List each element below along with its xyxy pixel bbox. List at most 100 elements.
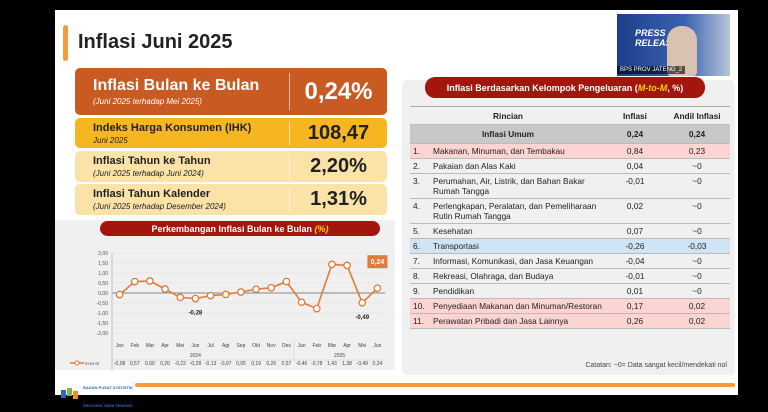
x-tick-label: Des: [282, 343, 291, 349]
webcam-caption: BPS PROV JATENG_2: [617, 66, 686, 74]
y-tick-label: 1,00: [98, 271, 108, 277]
row-number: 7.: [410, 253, 430, 269]
y-tick-label: -1,50: [97, 321, 109, 327]
data-point: [267, 283, 276, 292]
row-andil: 0,23: [664, 143, 730, 159]
row-andil: ~0: [664, 253, 730, 269]
annotation-box: [367, 255, 388, 269]
footer-line: [135, 383, 735, 387]
data-point: [206, 291, 215, 300]
chart-title-text: Perkembangan Inflasi Bulan ke Bulan: [151, 223, 313, 234]
table-title-tail: , %): [667, 82, 684, 93]
webcam-banner: PRESS RELEASE: [635, 28, 678, 48]
annotation-label: -0,49: [355, 315, 369, 321]
row-number: 10.: [410, 298, 430, 314]
data-point: [252, 285, 260, 294]
table-title: Inflasi Berdasarkan Kelompok Pengeluaran…: [425, 77, 705, 98]
data-point: [297, 298, 306, 307]
row-inflasi: -0,04: [606, 253, 664, 269]
row-andil: ~0: [664, 158, 730, 174]
year-label: 2025: [334, 353, 345, 359]
header-inflasi: Inflasi: [606, 106, 664, 125]
data-table-value: -0,28: [190, 361, 202, 367]
line-chart: 2,00 1,50 1,00 0,50 0,00 -0,50 -1,00 -1,50 -2,00…: [70, 251, 388, 370]
data-point: [373, 284, 382, 293]
card-title: Inflasi Tahun ke Tahun: [93, 155, 211, 167]
data-point: [176, 293, 185, 302]
data-table-value: 0,24: [373, 361, 383, 367]
card-text: Inflasi Bulan ke Bulan (Juni 2025 terhada…: [75, 77, 289, 106]
row-andil: -0,03: [664, 238, 730, 254]
y-tick-label: -0,50: [97, 301, 109, 307]
data-point: [161, 285, 169, 293]
card-text: Inflasi Tahun ke Tahun (Juni 2025 terhada…: [75, 155, 289, 178]
table-row: 10. Penyediaan Makanan dan Minuman/Restor…: [410, 298, 730, 314]
x-tick-label: Sep: [236, 343, 245, 349]
row-number: 11.: [410, 313, 430, 329]
table-row: 5. Kesehatan 0,07 ~0: [410, 223, 730, 239]
chart-title: Perkembangan Inflasi Bulan ke Bulan (%): [100, 221, 380, 236]
card-text: Indeks Harga Konsumen (IHK) Juni 2025: [75, 122, 289, 145]
annotation-label: 0,24: [371, 259, 385, 266]
x-tick-label: Apr: [343, 343, 351, 349]
row-inflasi: 0,04: [606, 158, 664, 174]
table-panel: Inflasi Berdasarkan Kelompok Pengeluaran…: [402, 77, 735, 375]
y-tick-label: -2,00: [97, 331, 109, 337]
webcam-video[interactable]: PRESS RELEASE BPS PROV JATENG_2: [617, 14, 730, 76]
row-andil: ~0: [664, 198, 730, 224]
x-tick-label: Jan: [298, 343, 306, 349]
data-table-value: -0,78: [311, 361, 323, 367]
x-tick-label: Okt: [252, 343, 260, 349]
data-point: [191, 294, 200, 303]
data-point: [358, 298, 367, 307]
row-inflasi: -0,01: [606, 268, 664, 284]
data-table-value: 1,43: [327, 361, 337, 367]
umum-andil: 0,24: [664, 124, 730, 144]
card-subtitle: (Juni 2025 terhadap Desember 2024): [93, 202, 226, 211]
row-name: Rekreasi, Olahraga, dan Budaya: [430, 268, 606, 284]
row-andil: ~0: [664, 283, 730, 299]
table-row: 6. Transportasi -0,26 -0,03: [410, 238, 730, 254]
table-row: 11. Perawatan Pribadi dan Jasa Lainnya 0,2…: [410, 313, 730, 329]
summary-card: Indeks Harga Konsumen (IHK) Juni 2025 108,…: [75, 118, 387, 148]
row-number: 8.: [410, 268, 430, 284]
row-name: Perumahan, Air, Listrik, dan Bahan Bakar…: [430, 173, 606, 199]
card-subtitle: (Juni 2025 terhadap Mei 2025): [93, 97, 202, 106]
card-value: 108,47: [289, 121, 387, 145]
data-point: [312, 304, 321, 313]
x-tick-label: Jul: [207, 343, 213, 349]
data-table-value: -0,49: [357, 361, 369, 367]
inflation-table: Rincian Inflasi Andil Inflasi Inflasi Um…: [410, 106, 730, 329]
x-tick-label: Jun: [191, 343, 199, 349]
row-number: 5.: [410, 223, 430, 239]
x-tick-label: Mei: [358, 343, 366, 349]
table-title-open: (: [634, 82, 638, 93]
data-point: [130, 277, 139, 286]
bps-logo: BADAN PUSAT STATISTIK PROVINSI JAWA TENGA…: [60, 376, 133, 412]
row-andil: ~0: [664, 223, 730, 239]
legend-marker: [74, 360, 80, 366]
x-tick-label: Mei: [176, 343, 184, 349]
card-text: Inflasi Tahun Kalender (Juni 2025 terhada…: [75, 188, 289, 211]
y-tick-label: 0,00: [98, 291, 108, 297]
chart-panel: Perkembangan Inflasi Bulan ke Bulan (%) …: [55, 220, 395, 370]
x-tick-label: Mar: [146, 343, 155, 349]
table-row: 3. Perumahan, Air, Listrik, dan Bahan Bak…: [410, 173, 730, 199]
data-table-value: 0,57: [130, 361, 140, 367]
data-table-value: -0,46: [296, 361, 308, 367]
row-number: 3.: [410, 173, 430, 199]
x-tick-label: Jun: [373, 343, 381, 349]
data-point: [237, 288, 245, 296]
row-name: Perawatan Pribadi dan Jasa Lainnya: [430, 313, 606, 329]
x-tick-label: Jan: [116, 343, 124, 349]
table-title-text: Inflasi Berdasarkan Kelompok Pengeluaran: [446, 82, 633, 93]
table-title-em: M-to-M: [637, 82, 668, 93]
y-tick-label: 1,50: [98, 261, 108, 267]
summary-card: Inflasi Tahun Kalender (Juni 2025 terhada…: [75, 184, 387, 215]
row-number: 2.: [410, 158, 430, 174]
umum-label: Inflasi Umum: [410, 124, 606, 144]
chart-title-unit: (%): [314, 223, 329, 234]
row-andil: ~0: [664, 268, 730, 284]
y-tick-label: 0,50: [98, 281, 108, 287]
card-value: 1,31%: [289, 187, 387, 212]
